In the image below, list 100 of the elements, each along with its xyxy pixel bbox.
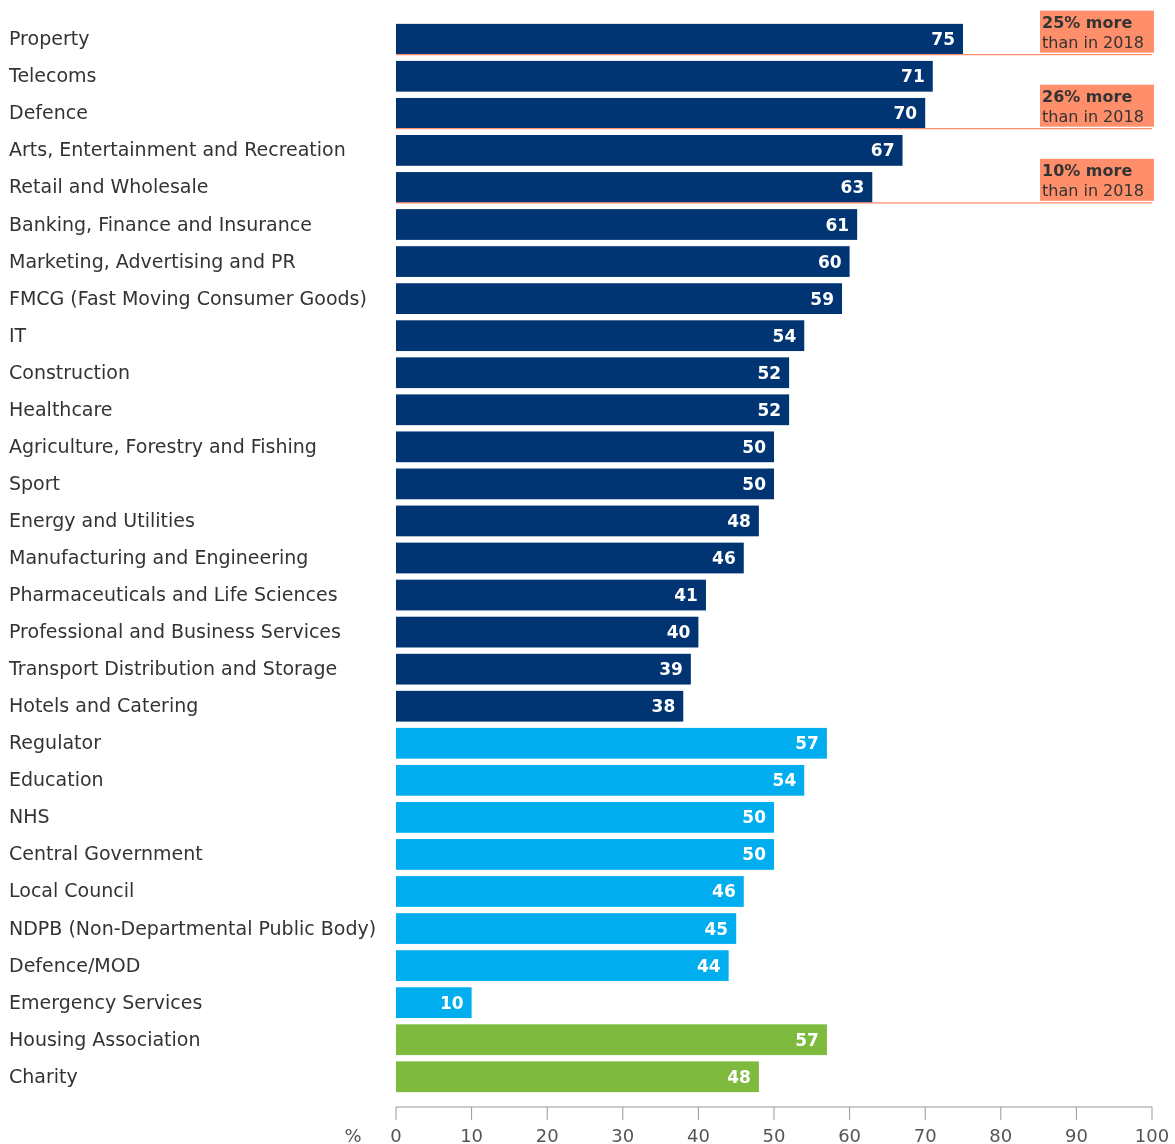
y-tick-label: Energy and Utilities xyxy=(9,508,195,531)
y-tick-label: Marketing, Advertising and PR xyxy=(9,249,296,272)
bar xyxy=(396,135,903,166)
data-label: 52 xyxy=(757,399,782,420)
bar xyxy=(396,579,706,611)
y-tick-label: Professional and Business Services xyxy=(9,620,341,643)
bar xyxy=(396,320,805,352)
data-label: 70 xyxy=(893,103,918,124)
y-tick-label: Construction xyxy=(9,360,130,383)
bar xyxy=(396,97,926,129)
y-tick-label: Education xyxy=(9,768,104,791)
data-label: 39 xyxy=(659,659,683,680)
y-tick-label: NHS xyxy=(9,805,50,828)
bar xyxy=(396,431,774,463)
data-label: 54 xyxy=(772,325,797,346)
bar xyxy=(396,542,744,574)
data-label: 71 xyxy=(901,66,925,87)
data-label: 50 xyxy=(742,473,767,494)
y-tick-label: Pharmaceuticals and Life Sciences xyxy=(9,583,338,606)
x-tick-label: 20 xyxy=(535,1125,559,1144)
data-label: 50 xyxy=(742,844,767,865)
bar xyxy=(396,60,933,92)
y-tick-label: Local Council xyxy=(9,879,135,902)
y-tick-label: Banking, Finance and Insurance xyxy=(9,212,312,235)
x-tick-label: 70 xyxy=(913,1125,937,1144)
x-tick-label: 0 xyxy=(390,1125,402,1144)
y-tick-label: Sport xyxy=(9,471,61,494)
y-tick-label: Housing Association xyxy=(9,1027,201,1050)
data-label: 75 xyxy=(931,29,955,50)
y-tick-label: Retail and Wholesale xyxy=(9,175,209,198)
bar xyxy=(396,283,843,314)
bar xyxy=(396,357,790,389)
y-tick-label: Healthcare xyxy=(9,397,113,420)
data-label: 67 xyxy=(870,140,895,161)
y-tick-label: IT xyxy=(9,323,27,346)
bar xyxy=(396,690,684,722)
y-tick-label: Regulator xyxy=(9,731,102,754)
bar xyxy=(396,950,729,981)
bar xyxy=(396,1061,759,1093)
y-tick-label: Central Government xyxy=(9,842,203,865)
bar xyxy=(396,616,699,648)
y-tick-label: Manufacturing and Engineering xyxy=(9,546,309,568)
y-tick-label: Emergency Services xyxy=(9,990,203,1013)
bar xyxy=(396,764,805,796)
data-label: 57 xyxy=(795,1029,819,1050)
y-tick-label: Telecoms xyxy=(8,64,97,87)
annotation: 10% more than in 2018 xyxy=(1042,160,1144,200)
data-label: 50 xyxy=(742,436,767,457)
bar xyxy=(396,802,774,833)
data-label: 52 xyxy=(757,362,782,383)
y-tick-label: Arts, Entertainment and Recreation xyxy=(9,138,346,161)
x-tick-label: 50 xyxy=(762,1125,786,1144)
bar xyxy=(396,23,963,55)
data-label: 10 xyxy=(439,992,464,1013)
bar xyxy=(396,727,827,759)
bar xyxy=(396,653,691,685)
data-label: 40 xyxy=(666,622,691,643)
y-tick-label: Defence/MOD xyxy=(9,953,141,976)
data-label: 45 xyxy=(704,918,729,939)
data-label: 60 xyxy=(817,251,842,272)
bar xyxy=(396,1024,827,1056)
y-tick-label: Property xyxy=(9,27,90,50)
bar xyxy=(396,505,759,537)
x-tick-label: 80 xyxy=(989,1125,1013,1144)
data-label: 46 xyxy=(712,548,736,568)
data-label: 48 xyxy=(727,1066,751,1087)
x-tick-label: 40 xyxy=(686,1125,710,1144)
bar xyxy=(396,394,790,426)
y-tick-label: Transport Distribution and Storage xyxy=(8,657,338,680)
data-label: 41 xyxy=(674,585,698,606)
data-label: 63 xyxy=(840,177,865,198)
bar xyxy=(396,987,472,1019)
y-tick-label: Agriculture, Forestry and Fishing xyxy=(9,434,317,457)
bar xyxy=(396,876,744,907)
data-label: 48 xyxy=(727,510,751,531)
y-tick-label: NDPB (Non-Departmental Public Body) xyxy=(9,916,377,939)
bar xyxy=(396,246,850,277)
x-axis-title: % xyxy=(344,1125,362,1144)
bar xyxy=(396,209,858,240)
data-label: 46 xyxy=(712,881,736,902)
annotation: 25% more than in 2018 xyxy=(1042,12,1144,52)
bar xyxy=(396,468,774,500)
data-label: 54 xyxy=(772,770,797,791)
bar xyxy=(396,913,737,944)
y-tick-label: Defence xyxy=(9,101,88,124)
x-tick-label: 90 xyxy=(1064,1125,1088,1144)
y-tick-label: FMCG (Fast Moving Consumer Goods) xyxy=(9,286,367,309)
bar xyxy=(396,839,774,870)
x-tick-label: 30 xyxy=(611,1125,635,1144)
x-tick-label: 60 xyxy=(838,1125,862,1144)
y-tick-label: Hotels and Catering xyxy=(9,694,199,717)
data-label: 61 xyxy=(825,214,850,235)
bar xyxy=(396,172,873,203)
data-label: 38 xyxy=(651,696,676,717)
x-tick-label: 10 xyxy=(460,1125,484,1144)
data-label: 44 xyxy=(696,955,721,976)
y-tick-label: Charity xyxy=(9,1064,78,1087)
data-label: 50 xyxy=(742,807,767,828)
data-label: 57 xyxy=(795,733,819,754)
data-label: 59 xyxy=(810,288,835,309)
